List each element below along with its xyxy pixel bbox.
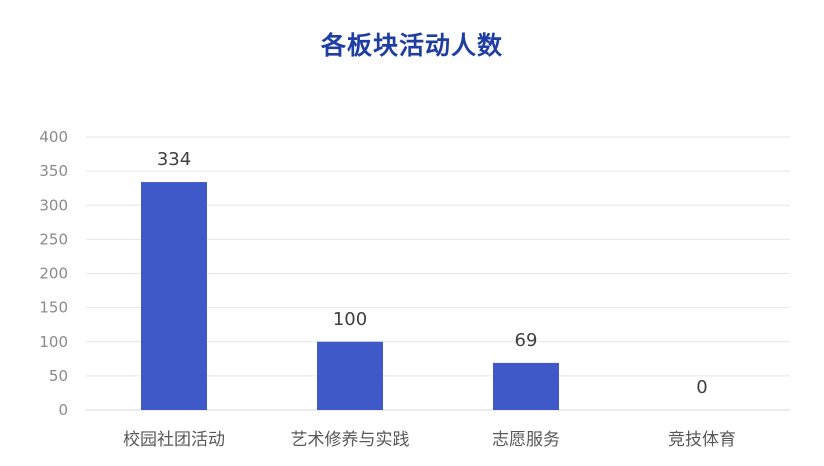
y-tick-label: 50 [49, 367, 68, 385]
y-axis-ticks: 0 50 100 150 200 250 300 350 400 [39, 128, 68, 419]
y-tick-label: 350 [39, 162, 68, 180]
data-label: 334 [157, 149, 191, 170]
data-label: 100 [333, 309, 367, 330]
bars [141, 182, 559, 410]
category-label: 竞技体育 [668, 430, 736, 450]
y-tick-label: 250 [39, 230, 68, 248]
y-tick-label: 0 [58, 401, 68, 419]
category-label: 艺术修养与实践 [291, 430, 410, 450]
category-label: 志愿服务 [492, 430, 560, 450]
bar [317, 341, 383, 410]
category-label: 校园社团活动 [123, 430, 225, 450]
chart-title: 各板块活动人数 [320, 31, 503, 60]
bar [493, 362, 559, 410]
data-label: 69 [515, 330, 538, 351]
y-tick-label: 100 [39, 333, 68, 351]
data-label: 0 [696, 377, 707, 398]
x-axis-categories: 校园社团活动 艺术修养与实践 志愿服务 竞技体育 [123, 430, 736, 450]
y-tick-label: 200 [39, 265, 68, 283]
y-tick-label: 400 [39, 128, 68, 146]
data-labels: 334 100 69 0 [157, 149, 708, 398]
y-tick-label: 300 [39, 196, 68, 214]
y-tick-label: 150 [39, 299, 68, 317]
bar [141, 182, 207, 410]
